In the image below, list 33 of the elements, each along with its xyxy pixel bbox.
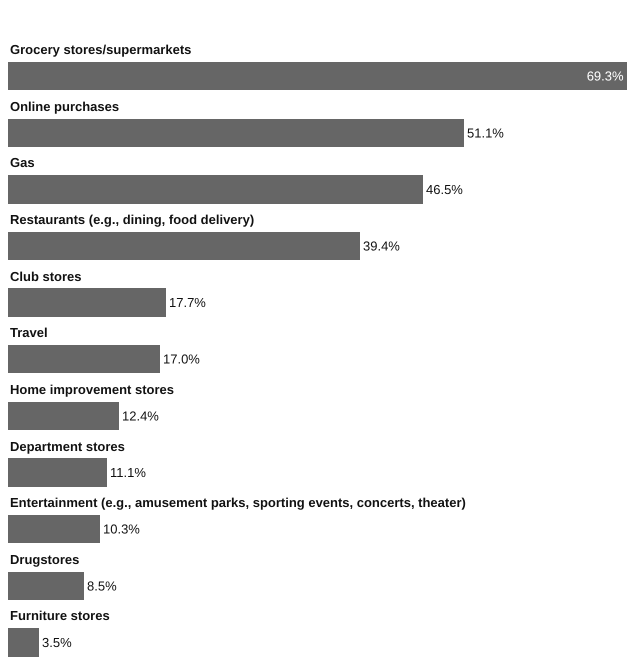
data-label: 8.5% bbox=[87, 578, 118, 594]
bar bbox=[8, 232, 360, 260]
y-tick-label: Grocery stores/supermarkets bbox=[10, 42, 192, 57]
data-label: 39.4% bbox=[363, 238, 400, 254]
y-tick-label: Furniture stores bbox=[10, 608, 110, 623]
data-label: 11.1% bbox=[110, 465, 146, 480]
data-label: 51.1% bbox=[467, 126, 504, 140]
data-label: 3.5% bbox=[42, 635, 72, 650]
data-label: 69.3% bbox=[586, 68, 624, 84]
data-label: 17.0% bbox=[163, 352, 200, 366]
data-label: 17.7% bbox=[169, 295, 206, 310]
y-tick-label: Home improvement stores bbox=[10, 382, 174, 397]
bar bbox=[8, 62, 627, 90]
bar bbox=[8, 175, 423, 204]
bar bbox=[8, 345, 160, 373]
data-label: 10.3% bbox=[103, 522, 140, 536]
data-label: 12.4% bbox=[122, 408, 160, 424]
bar bbox=[8, 572, 84, 600]
bar bbox=[8, 628, 39, 657]
y-tick-label: Drugstores bbox=[10, 552, 80, 567]
bar bbox=[8, 119, 464, 147]
bar bbox=[8, 402, 119, 430]
y-tick-label: Gas bbox=[10, 155, 35, 170]
bar bbox=[8, 458, 107, 487]
y-tick-label: Club stores bbox=[10, 269, 82, 284]
y-tick-label: Entertainment (e.g., amusement parks, sporting events, concerts, theater) bbox=[10, 495, 466, 510]
bar bbox=[8, 288, 166, 317]
bar bbox=[8, 515, 100, 543]
y-tick-label: Online purchases bbox=[10, 99, 120, 114]
y-tick-label: Travel bbox=[10, 325, 48, 340]
y-tick-label: Department stores bbox=[10, 439, 125, 454]
data-label: 46.5% bbox=[426, 182, 464, 197]
y-tick-label: Restaurants (e.g., dining, food delivery) bbox=[10, 212, 254, 227]
